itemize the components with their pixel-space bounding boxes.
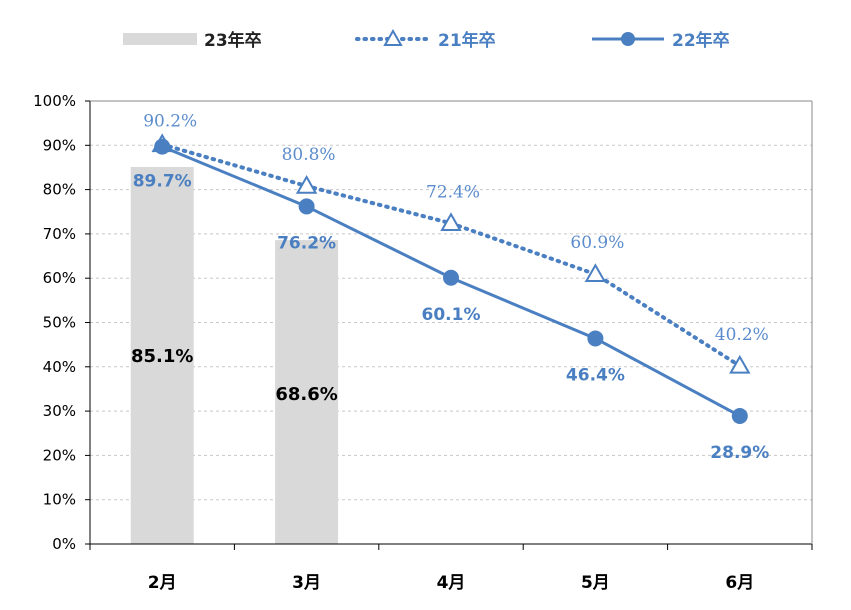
bar-value-label: 85.1%	[131, 346, 193, 367]
y-tick-label: 30%	[43, 402, 76, 420]
axes: 0% 10% 20% 30% 40% 50% 60% 70% 80% 90% 100% 2月 3月 4月 5…	[33, 92, 813, 593]
y-tick-label: 50%	[43, 314, 76, 332]
y-tick-label: 70%	[43, 225, 76, 243]
line21-value-label: 60.9%	[570, 233, 624, 253]
y-tick-label: 40%	[43, 358, 76, 376]
line21-value-label: 90.2%	[143, 111, 197, 131]
line22-value-label: 28.9%	[710, 443, 769, 463]
legend-triangle-marker	[383, 28, 403, 46]
y-tick-label: 20%	[43, 446, 76, 464]
circle-marker	[731, 407, 748, 424]
bar	[130, 167, 194, 544]
y-tick-label: 80%	[43, 181, 76, 199]
bar-value-label: 68.6%	[275, 384, 337, 405]
line21-value-label: 72.4%	[426, 182, 480, 202]
x-tick-label: 2月	[148, 573, 177, 593]
legend-circle-marker	[621, 32, 635, 46]
y-tick-label: 10%	[43, 491, 76, 509]
triangle-marker	[729, 354, 751, 374]
line21-value-label: 80.8%	[282, 145, 336, 165]
triangle-marker	[584, 263, 607, 282]
line22-value-label: 89.7%	[133, 172, 192, 192]
line22-value-label: 60.1%	[422, 305, 481, 325]
circle-marker	[298, 198, 315, 215]
triangle-marker	[440, 212, 462, 232]
y-tick-label: 100%	[33, 92, 76, 110]
legend-label-22: 22年卒	[672, 30, 730, 51]
x-tick-label: 4月	[437, 573, 466, 593]
y-tick-label: 0%	[52, 535, 76, 553]
line-series-22	[154, 138, 748, 424]
bar	[275, 240, 339, 545]
x-tick-label: 5月	[581, 573, 610, 593]
bar-series-23	[130, 167, 339, 545]
circle-marker	[154, 138, 171, 155]
y-tick-label: 60%	[43, 269, 76, 287]
legend-label-23: 23年卒	[204, 30, 262, 51]
series-line	[160, 142, 742, 368]
legend-label-21: 21年卒	[438, 30, 496, 51]
legend-bar-swatch	[123, 33, 197, 45]
triangle-marker	[295, 175, 318, 194]
line22-value-label: 46.4%	[566, 365, 625, 385]
line-series-21	[151, 133, 751, 374]
circle-marker	[587, 330, 604, 347]
data-labels: 85.1% 68.6% 90.2% 80.8% 72.4% 60.9% 40.2% 89.7%…	[131, 111, 769, 463]
circle-marker	[443, 269, 459, 286]
line21-value-label: 40.2%	[715, 325, 769, 345]
line22-value-label: 76.2%	[277, 233, 336, 253]
legend: 23年卒 21年卒 22年卒	[123, 28, 730, 51]
x-tick-label: 6月	[725, 573, 754, 593]
y-tick-label: 90%	[43, 136, 76, 154]
x-tick-label: 3月	[292, 573, 321, 593]
